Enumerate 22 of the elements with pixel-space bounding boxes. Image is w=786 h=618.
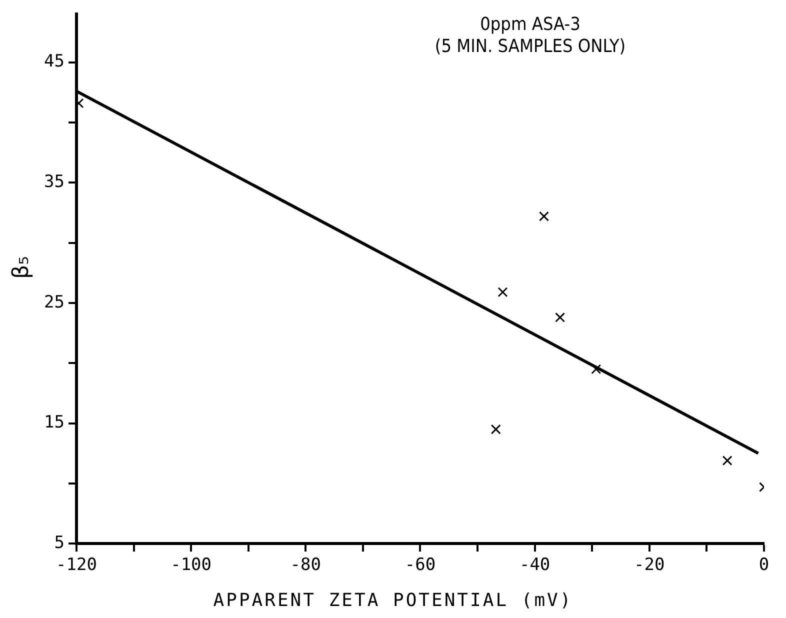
y-tick-label: 15 xyxy=(44,412,64,433)
y-tick-label: 5 xyxy=(54,533,64,554)
y-axis-title: β₅ xyxy=(8,256,34,279)
point xyxy=(538,211,549,222)
x-tick-label: -80 xyxy=(290,555,322,576)
y-tick-label: 45 xyxy=(44,52,64,72)
point xyxy=(555,312,566,322)
y-tick-label: 25 xyxy=(44,292,64,312)
x-tick-label: 0 xyxy=(758,555,770,576)
x-tick-label: -20 xyxy=(634,555,665,576)
point xyxy=(591,364,602,374)
point xyxy=(722,456,732,466)
x-tick-label: -120 xyxy=(56,555,97,576)
text: (5 MIN. SAMPLES ONLY) xyxy=(434,36,626,57)
x-axis-title: APPARENT ZETA POTENTIAL (mV) xyxy=(212,590,574,611)
text: 0ppm ASA-3 xyxy=(480,14,580,35)
y-tick-label: 35 xyxy=(44,172,64,192)
point xyxy=(490,424,501,434)
x-tick-label: -40 xyxy=(519,555,550,576)
x-tick-label: -60 xyxy=(404,555,436,576)
x-tick-label: -100 xyxy=(170,555,212,576)
point xyxy=(498,287,508,298)
